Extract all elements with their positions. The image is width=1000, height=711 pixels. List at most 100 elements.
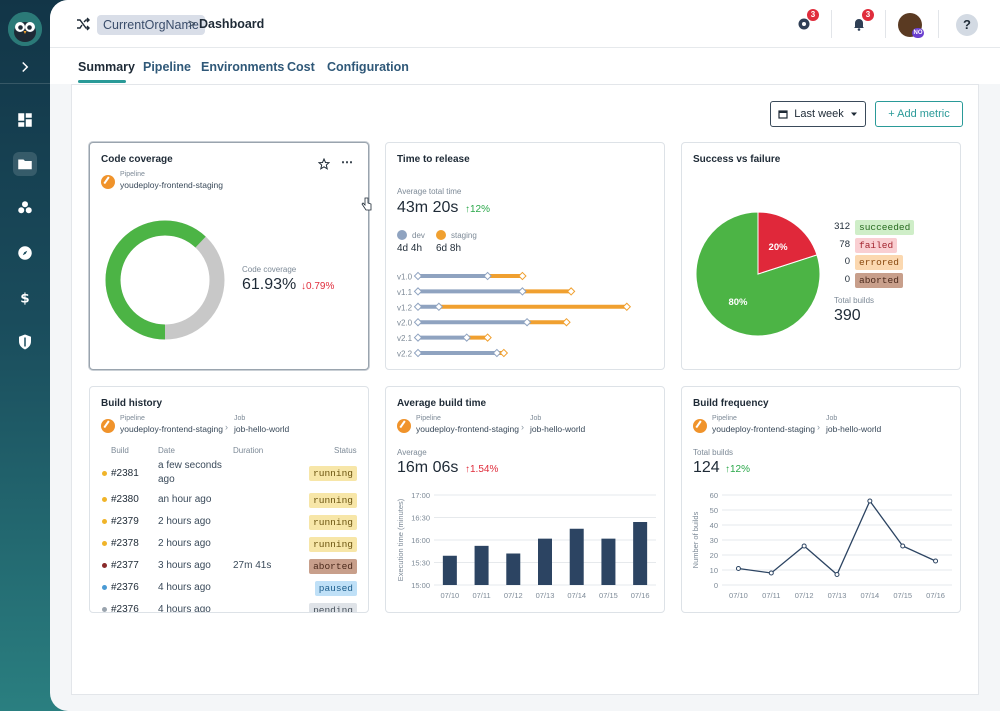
tab-pipeline[interactable]: Pipeline <box>143 60 191 74</box>
compass-icon[interactable] <box>13 241 37 265</box>
code-coverage-card[interactable]: Code coverage ⋯ Pipeline youdeploy-front… <box>89 142 369 370</box>
cubes-icon[interactable] <box>13 196 37 220</box>
x-tick-label: 07/12 <box>504 591 523 600</box>
bar[interactable] <box>569 528 584 585</box>
job-name[interactable]: job-hello-world <box>234 424 290 434</box>
coverage-value-label: Code coverage <box>242 265 297 274</box>
build-date: 4 hours ago <box>158 582 211 593</box>
average-value: 16m 06s <box>397 459 459 476</box>
build-frequency-card[interactable]: Build frequency Pipeline youdeploy-front… <box>681 386 961 613</box>
time-to-release-card[interactable]: Time to release Average total time 43m 2… <box>385 142 665 370</box>
add-metric-button[interactable]: + Add metric <box>875 101 963 127</box>
y-tick-label: 60 <box>710 491 718 500</box>
y-tick-label: 15:00 <box>411 581 430 590</box>
bar[interactable] <box>474 545 489 585</box>
col-build-header: Build <box>111 446 129 455</box>
build-number[interactable]: #2381 <box>111 468 139 479</box>
table-row[interactable]: #2381 a few seconds ago running <box>90 459 368 485</box>
job-label: Job <box>530 415 542 422</box>
status-count: 0 <box>844 273 850 285</box>
owl-logo-icon[interactable] <box>8 12 42 46</box>
timeline-marker <box>499 348 509 358</box>
dollar-icon[interactable]: $ <box>13 285 37 309</box>
breadcrumb-org[interactable]: CurrentOrgName <box>97 15 205 35</box>
x-tick-label: 07/14 <box>567 591 586 600</box>
timeline-marker <box>518 271 527 281</box>
bar[interactable] <box>633 522 648 585</box>
tab-cost[interactable]: Cost <box>287 60 315 74</box>
bar[interactable] <box>601 538 616 585</box>
bar[interactable] <box>538 538 552 585</box>
build-number[interactable]: #2376 <box>111 582 139 593</box>
data-point[interactable] <box>900 543 906 549</box>
bar[interactable] <box>442 555 457 585</box>
sidebar-divider <box>0 83 50 84</box>
coverage-delta: ↓0.79% <box>301 281 335 292</box>
alerts-count-badge: 3 <box>807 9 819 21</box>
more-options-icon[interactable]: ⋯ <box>341 155 353 169</box>
y-axis-label: Number of builds <box>691 511 700 568</box>
pipeline-name[interactable]: youdeploy-frontend-staging <box>120 180 224 190</box>
build-number[interactable]: #2379 <box>111 516 139 527</box>
success-vs-failure-card[interactable]: Success vs failure 80% 20% 312 succeeded 78… <box>681 142 961 370</box>
status-badge-errored: errored <box>855 255 903 270</box>
status-badge-running: running <box>309 466 357 481</box>
data-point[interactable] <box>834 572 840 577</box>
build-number[interactable]: #2376 <box>111 604 139 613</box>
table-row[interactable]: #2378 2 hours ago running <box>90 533 368 555</box>
star-icon[interactable] <box>317 157 331 175</box>
build-date: a few seconds <box>158 460 222 471</box>
table-row[interactable]: #2376 4 hours ago pending <box>90 599 368 613</box>
shield-icon[interactable] <box>13 330 37 354</box>
table-row[interactable]: #2380 an hour ago running <box>90 489 368 511</box>
data-point[interactable] <box>768 570 774 576</box>
data-point[interactable] <box>933 558 939 564</box>
timeline-marker <box>413 317 423 327</box>
folder-icon[interactable] <box>13 152 37 176</box>
help-button[interactable]: ? <box>956 14 978 36</box>
pipeline-name[interactable]: youdeploy-frontend-staging <box>712 424 816 434</box>
pipeline-name[interactable]: youdeploy-frontend-staging <box>416 424 520 434</box>
col-date-header: Date <box>158 446 175 455</box>
pipeline-name[interactable]: youdeploy-frontend-staging <box>120 424 224 434</box>
version-label: v2.0 <box>397 319 413 328</box>
x-tick-label: 07/11 <box>762 591 780 600</box>
tab-summary[interactable]: Summary <box>78 60 135 74</box>
data-point[interactable] <box>867 498 873 504</box>
shuffle-icon[interactable] <box>76 17 90 36</box>
x-tick-label: 07/10 <box>440 591 459 600</box>
average-build-time-card[interactable]: Average build time Pipeline youdeploy-fr… <box>385 386 665 613</box>
data-point[interactable] <box>801 543 807 549</box>
tab-environments[interactable]: Environments <box>201 60 285 74</box>
timeline-marker <box>413 333 423 342</box>
status-badge-aborted: aborted <box>855 272 903 288</box>
build-number[interactable]: #2378 <box>111 538 139 549</box>
x-tick-label: 07/10 <box>729 591 748 600</box>
build-number[interactable]: #2380 <box>111 494 139 505</box>
avatar-initials-badge: NO <box>912 28 924 38</box>
active-tab-indicator <box>78 80 126 83</box>
table-row[interactable]: #2377 3 hours ago 27m 41s aborted <box>90 555 368 577</box>
svg-text:$: $ <box>20 290 29 306</box>
date-range-select[interactable]: Last week <box>770 101 866 127</box>
tab-configuration[interactable]: Configuration <box>327 60 409 74</box>
sidebar: $ <box>0 0 50 711</box>
build-history-card[interactable]: Build history Pipeline youdeploy-fronten… <box>89 386 369 613</box>
bar[interactable] <box>506 553 521 586</box>
data-point[interactable] <box>735 566 741 571</box>
build-number[interactable]: #2377 <box>111 560 139 571</box>
status-count: 0 <box>844 256 850 267</box>
pipeline-label: Pipeline <box>120 415 145 422</box>
table-row[interactable]: #2376 4 hours ago paused <box>90 577 368 599</box>
expand-sidebar-chevron-icon[interactable] <box>13 55 37 79</box>
card-title: Success vs failure <box>693 154 781 165</box>
dashboard-icon[interactable] <box>13 108 37 132</box>
build-date-cont: ago <box>158 474 175 485</box>
x-tick-label: 07/13 <box>536 591 555 600</box>
job-name[interactable]: job-hello-world <box>530 424 586 434</box>
pipeline-label: Pipeline <box>712 415 737 422</box>
table-row[interactable]: #2379 2 hours ago running <box>90 511 368 533</box>
bell-icon[interactable] <box>852 17 866 36</box>
alert-gear-icon[interactable] <box>797 17 811 36</box>
job-name[interactable]: job-hello-world <box>826 424 882 434</box>
